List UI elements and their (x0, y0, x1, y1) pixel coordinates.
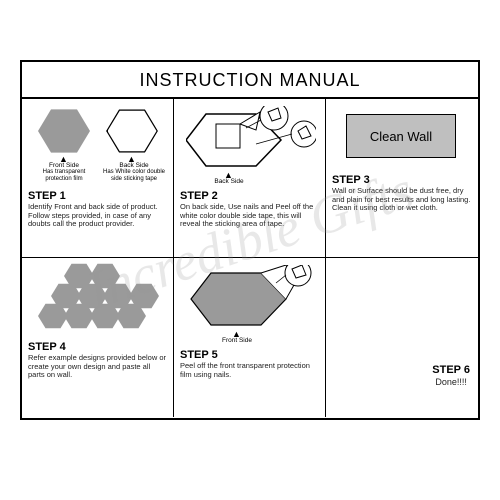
step6-body: Done!!!! (432, 377, 470, 387)
manual-title: INSTRUCTION MANUAL (22, 62, 478, 99)
step2-illustration: ▲ Back Side (180, 104, 319, 184)
step5-illustration: ▲ Front Side (180, 263, 319, 343)
clean-wall-icon: Clean Wall (346, 114, 456, 158)
step3-body: Wall or Surface should be dust free, dry… (332, 187, 472, 213)
cell-step-6: STEP 6 Done!!!! (326, 258, 478, 417)
step4-illustration (28, 263, 167, 339)
step4-heading: STEP 4 (28, 341, 167, 353)
label-text: Front Side (30, 162, 98, 169)
step6-heading: STEP 6 (432, 364, 470, 376)
cell-step-1: ▲ ▲ Front Side Has transparent protectio… (22, 99, 174, 258)
peel-diagram-icon (186, 106, 316, 176)
step5-body: Peel off the front transparent protectio… (180, 362, 319, 379)
step6-content: STEP 6 Done!!!! (432, 362, 470, 387)
peel-front-icon (186, 265, 316, 335)
back-label: Back Side Has White color double side st… (98, 162, 170, 182)
cell-step-3: Clean Wall STEP 3 Wall or Surface should… (326, 99, 478, 258)
step1-heading: STEP 1 (28, 190, 167, 202)
hex-front-icon (38, 108, 90, 154)
label-sub: Has White color double side sticking tap… (98, 169, 170, 182)
cell-step-4: STEP 4 Refer example designs provided be… (22, 258, 174, 417)
label-sub: Has transparent protection film (30, 169, 98, 182)
manual-page: INSTRUCTION MANUAL ▲ ▲ Front Side Has tr… (20, 60, 480, 420)
hex-back-icon (106, 108, 158, 154)
step1-illustration: ▲ ▲ Front Side Has transparent protectio… (28, 104, 167, 172)
back-label: Back Side (204, 178, 254, 185)
front-label: Front Side (212, 337, 262, 344)
step2-body: On back side, Use nails and Peel off the… (180, 203, 319, 229)
cell-step-2: ▲ Back Side STEP 2 On back side, Use nai… (174, 99, 326, 258)
step2-heading: STEP 2 (180, 190, 319, 202)
step1-body: Identify Front and back side of product.… (28, 203, 167, 229)
steps-grid: ▲ ▲ Front Side Has transparent protectio… (22, 99, 478, 417)
clean-wall-text: Clean Wall (370, 129, 432, 144)
front-label: Front Side Has transparent protection fi… (30, 162, 98, 182)
step4-body: Refer example designs provided below or … (28, 354, 167, 380)
step3-illustration: Clean Wall (332, 104, 472, 172)
step3-heading: STEP 3 (332, 174, 472, 186)
step5-heading: STEP 5 (180, 349, 319, 361)
cell-step-5: ▲ Front Side STEP 5 Peel off the front t… (174, 258, 326, 417)
label-text: Back Side (98, 162, 170, 169)
